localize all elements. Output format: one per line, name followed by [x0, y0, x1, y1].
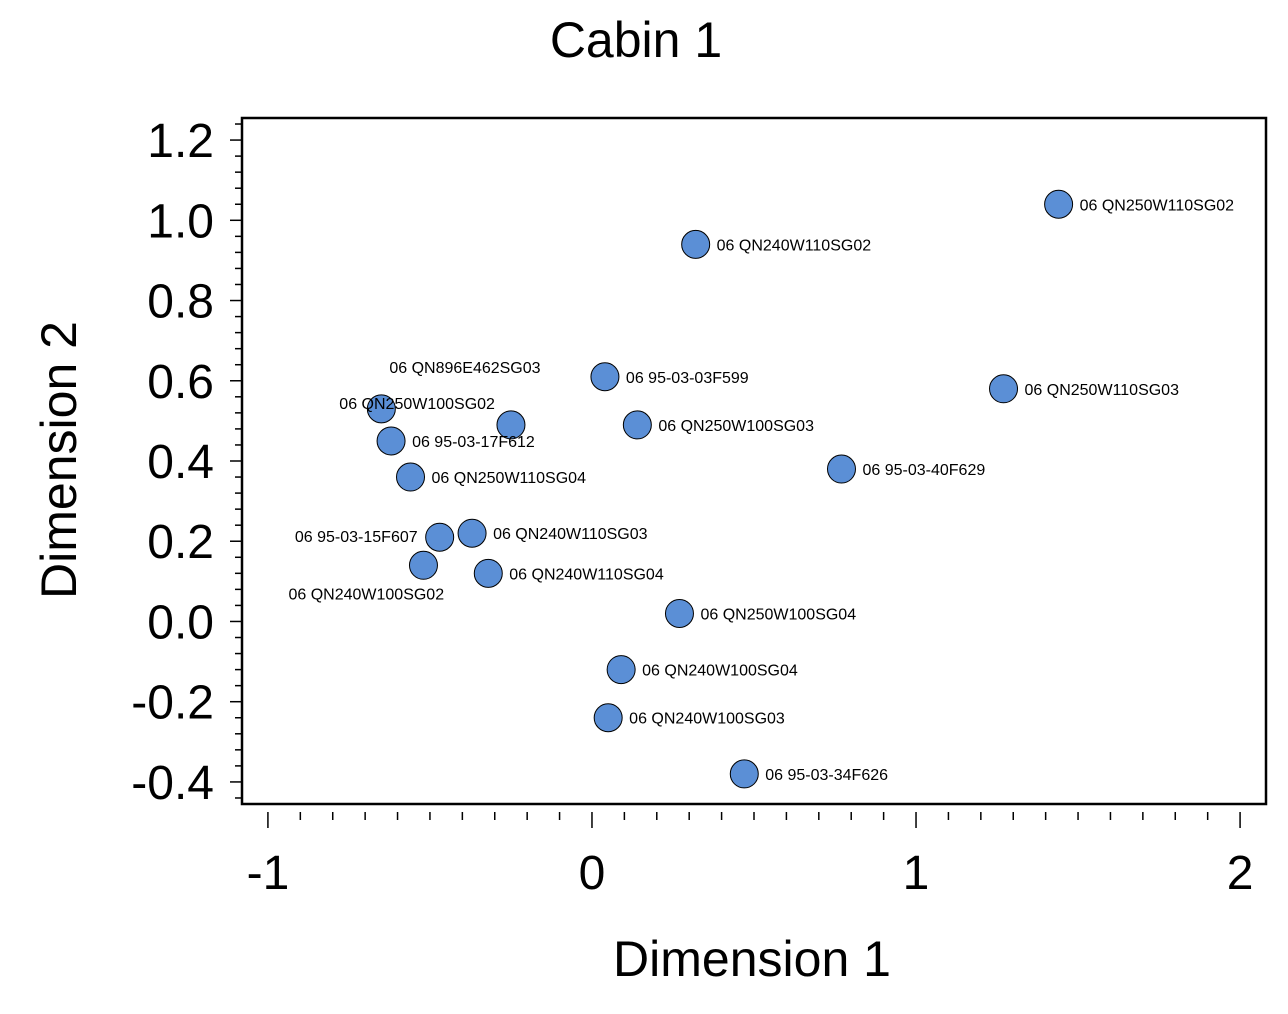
point-label: 06 QN240W110SG02	[717, 237, 872, 254]
data-point	[826, 454, 856, 484]
y-tick-label: 0.4	[147, 436, 214, 489]
point-label: 06 QN250W100SG03	[658, 418, 814, 435]
data-point	[1044, 189, 1074, 219]
data-point	[376, 426, 406, 456]
data-point	[622, 410, 652, 440]
data-point	[473, 558, 503, 588]
point-labels: 06 QN250W110SG02 06 QN240W110SG02 06 QN250…	[288, 197, 1234, 784]
x-axis-label: Dimension 1	[613, 931, 891, 987]
data-point	[989, 374, 1019, 404]
y-tick-label: 0.0	[147, 596, 214, 649]
point-label: 06 QN240W100SG03	[629, 711, 785, 728]
point-label: 06 QN250W100SG02	[339, 396, 495, 413]
data-point	[606, 655, 636, 685]
y-tick-label: -0.2	[131, 677, 214, 730]
point-label: 06 QN240W100SG02	[288, 586, 444, 603]
x-tick-label: 0	[579, 847, 606, 900]
data-point	[590, 362, 620, 392]
point-label: 06 QN240W110SG04	[509, 566, 664, 583]
point-label: 06 QN240W110SG03	[493, 526, 648, 543]
point-label: 06 95-03-34F626	[765, 767, 888, 784]
y-axis-label: Dimension 2	[31, 321, 87, 599]
data-point	[425, 522, 455, 552]
data-points	[366, 189, 1074, 789]
y-tick-label: 0.8	[147, 276, 214, 329]
point-label: 06 QN240W100SG04	[642, 663, 798, 680]
plot-frame	[240, 116, 1268, 806]
point-label: 06 QN896E462SG03	[389, 360, 540, 377]
x-tick-label: 2	[1227, 847, 1254, 900]
point-label: 06 QN250W110SG04	[432, 470, 587, 487]
data-point	[729, 759, 759, 789]
y-tick-label: 0.2	[147, 516, 214, 569]
point-label: 06 95-03-03F599	[626, 370, 749, 387]
data-point	[593, 703, 623, 733]
point-label: 06 QN250W110SG03	[1025, 382, 1180, 399]
y-tick-label: 1.0	[147, 195, 214, 248]
y-tick-label: 0.6	[147, 356, 214, 409]
point-label: 06 95-03-15F607	[295, 529, 418, 546]
data-point	[496, 410, 526, 440]
data-point	[664, 598, 694, 628]
x-tick-label: -1	[247, 847, 290, 900]
point-label: 06 QN250W100SG04	[700, 606, 856, 623]
x-axis: -1 0 1 2	[247, 812, 1254, 900]
data-point	[681, 229, 711, 259]
data-point	[457, 518, 487, 548]
data-point	[396, 462, 426, 492]
point-label: 06 QN250W110SG02	[1080, 197, 1235, 214]
point-label: 06 95-03-17F612	[412, 434, 535, 451]
data-point	[366, 394, 396, 424]
data-point	[408, 550, 438, 580]
y-tick-label: 1.2	[147, 115, 214, 168]
y-axis: -0.4 -0.2 0.0 0.2 0.4 0.6 0.8 1.0 1.2	[131, 115, 242, 810]
y-tick-label: -0.4	[131, 757, 214, 810]
point-label: 06 95-03-40F629	[862, 462, 985, 479]
x-tick-label: 1	[903, 847, 930, 900]
chart-title: Cabin 1	[550, 12, 722, 68]
